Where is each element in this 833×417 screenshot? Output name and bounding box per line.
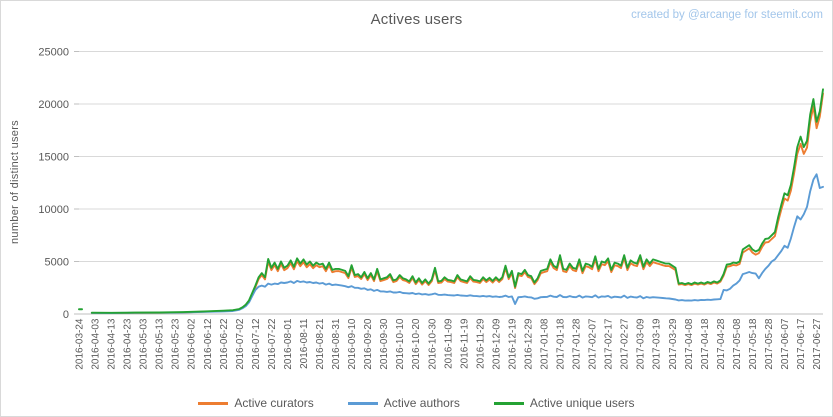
x-tick-label: 2016-09-30 (379, 318, 390, 370)
x-tick-label: 2016-10-10 (395, 318, 406, 370)
x-tick-label: 2017-02-07 (588, 318, 599, 370)
legend-label-active-curators: Active curators (234, 396, 314, 410)
x-tick-label: 2016-10-20 (411, 318, 422, 370)
x-tick-label: 2017-03-29 (668, 318, 679, 370)
x-tick-label: 2016-08-21 (315, 318, 326, 370)
chart-title: Actives users (370, 11, 463, 28)
x-tick-label: 2017-05-18 (748, 318, 759, 370)
x-tick-label: 2016-04-03 (91, 318, 102, 370)
series-line-active-unique-users (90, 88, 824, 314)
x-tick-label: 2016-04-13 (107, 318, 118, 370)
x-tick-label: 2016-03-24 (75, 318, 86, 370)
legend-swatch-active-authors (347, 401, 378, 405)
x-tick-label: 2016-10-30 (427, 318, 438, 370)
x-tick-label: 2017-01-18 (556, 318, 567, 370)
y-tick-label: 20000 (38, 99, 69, 111)
x-tick-label: 2017-05-08 (732, 318, 743, 370)
series-line-active-curators (90, 92, 824, 315)
x-tick-label: 2017-06-07 (780, 318, 791, 370)
x-tick-label: 2016-08-01 (283, 318, 294, 370)
credit-text: created by @arcange for steemit.com (631, 9, 823, 21)
x-tick-label: 2017-04-08 (684, 318, 695, 370)
x-tick-label: 2017-03-09 (636, 318, 647, 370)
x-tick-label: 2017-03-19 (652, 318, 663, 370)
x-tick-label: 2016-11-29 (475, 318, 486, 369)
legend-item-active-curators: Active curators (198, 396, 314, 410)
legend-label-active-authors: Active authors (383, 396, 460, 410)
legend-item-active-unique-users: Active unique users (493, 396, 635, 410)
x-tick-label: 2016-05-23 (171, 318, 182, 370)
x-tick-label: 2016-05-03 (139, 318, 150, 370)
x-tick-label: 2016-08-31 (331, 318, 342, 370)
x-tick-label: 2016-12-29 (524, 318, 535, 370)
x-tick-label: 2017-06-27 (812, 318, 823, 370)
x-tick-label: 2017-04-28 (716, 318, 727, 370)
x-tick-label: 2017-06-17 (796, 318, 807, 370)
x-tick-label: 2016-11-19 (459, 318, 470, 369)
x-tick-label: 2016-12-09 (491, 318, 502, 370)
x-tick-label: 2017-02-17 (604, 318, 615, 370)
x-tick-label: 2016-05-13 (155, 318, 166, 370)
x-tick-label: 2016-09-10 (347, 318, 358, 370)
y-tick-label: 0 (63, 309, 69, 321)
x-tick-label: 2017-04-18 (700, 318, 711, 370)
x-tick-label: 2016-06-02 (187, 318, 198, 370)
x-tick-label: 2016-07-22 (267, 318, 278, 370)
legend-item-active-authors: Active authors (347, 396, 460, 410)
series-line-active-authors (90, 173, 824, 314)
x-tick-label: 2016-08-11 (299, 318, 310, 369)
x-tick-label: 2016-06-22 (219, 318, 230, 370)
x-tick-label: 2017-01-28 (572, 318, 583, 370)
y-tick-label: 15000 (38, 152, 69, 164)
legend-swatch-active-unique-users (493, 401, 524, 405)
y-tick-label: 5000 (45, 257, 69, 269)
y-tick-label: 10000 (38, 204, 69, 216)
x-tick-label: 2016-07-02 (235, 318, 246, 370)
x-tick-label: 2016-12-19 (507, 318, 518, 370)
x-tick-label: 2017-05-28 (764, 318, 775, 370)
legend-label-active-unique-users: Active unique users (529, 396, 635, 410)
y-tick-label: 25000 (38, 47, 69, 59)
x-tick-label: 2016-09-20 (363, 318, 374, 370)
x-tick-label: 2016-11-09 (443, 318, 454, 369)
legend: Active curators Active authors Active uniq… (1, 396, 832, 410)
x-tick-label: 2016-07-12 (251, 318, 262, 370)
legend-swatch-active-curators (198, 401, 229, 405)
x-tick-label: 2016-04-23 (123, 318, 134, 370)
x-tick-label: 2016-06-12 (203, 318, 214, 370)
x-tick-label: 2017-01-08 (540, 318, 551, 370)
x-tick-label: 2017-02-27 (620, 318, 631, 370)
